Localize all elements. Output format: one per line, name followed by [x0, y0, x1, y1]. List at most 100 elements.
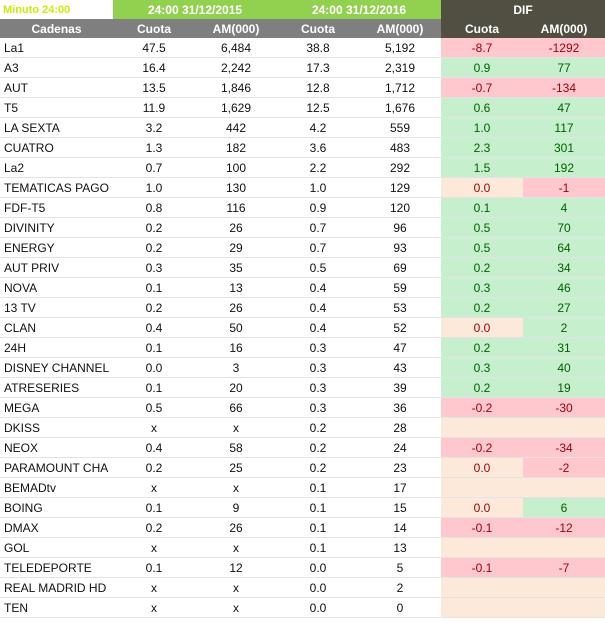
cuota-2015-cell: x [113, 417, 195, 438]
am-2016-cell: 5,192 [359, 38, 441, 58]
cuota-dif-cell: -0.2 [441, 437, 523, 458]
channel-name-cell: NEOX [0, 437, 113, 458]
period-2016-header: 24:00 31/12/2016 [277, 0, 441, 19]
am-2016-cell: 483 [359, 137, 441, 158]
cuota-2015-cell: 3.2 [113, 117, 195, 138]
table-row: NEOX 0.4 58 0.2 24 -0.2 -34 [0, 437, 605, 458]
cuota-2016-cell: 0.9 [277, 197, 359, 218]
am-2015-cell: x [195, 597, 277, 618]
sheet-title: Minuto 24:00 [3, 3, 71, 16]
am-2015-cell: 3 [195, 357, 277, 378]
am-2015-cell: 13 [195, 277, 277, 298]
cuota-dif-cell: -0.7 [441, 77, 523, 98]
channel-name-cell: FDF-T5 [0, 197, 113, 218]
am-dif-cell [523, 477, 605, 498]
cuota-dif-cell: 1.5 [441, 157, 523, 178]
cuota-2016-cell: 0.0 [277, 577, 359, 598]
table-row: DMAX 0.2 26 0.1 14 -0.1 -12 [0, 517, 605, 538]
channel-name-cell: LA SEXTA [0, 117, 113, 138]
channel-name-cell: A3 [0, 57, 113, 78]
channel-name-cell: La1 [0, 38, 113, 58]
am-2016-cell: 39 [359, 377, 441, 398]
cuota-dif-cell [441, 537, 523, 558]
cuota-2016-cell: 12.8 [277, 77, 359, 98]
period-2015-header: 24:00 31/12/2015 [113, 0, 277, 19]
cuota-dif-cell: -0.2 [441, 397, 523, 418]
cuota-2015-cell: x [113, 597, 195, 618]
cuota-2015-cell: 0.3 [113, 257, 195, 278]
cuota-2016-cell: 3.6 [277, 137, 359, 158]
am-2015-cell: 130 [195, 177, 277, 198]
am-dif-cell: 40 [523, 357, 605, 378]
am-dif-cell: 19 [523, 377, 605, 398]
cuota-dif-cell: 0.0 [441, 177, 523, 198]
cuota-2015-cell: 0.5 [113, 397, 195, 418]
table-row: LA SEXTA 3.2 442 4.2 559 1.0 117 [0, 117, 605, 138]
table-row: GOL x x 0.1 13 [0, 537, 605, 558]
channel-name-cell: BEMADtv [0, 477, 113, 498]
table-row: ATRESERIES 0.1 20 0.3 39 0.2 19 [0, 377, 605, 398]
channel-name-cell: TELEDEPORTE [0, 557, 113, 578]
cuota-2015-cell: 0.4 [113, 317, 195, 338]
am-2015-cell: 35 [195, 257, 277, 278]
table-row: TEN x x 0.0 0 [0, 597, 605, 618]
table-row: FDF-T5 0.8 116 0.9 120 0.1 4 [0, 197, 605, 218]
am-dif-cell: 70 [523, 217, 605, 238]
am-2015-cell: x [195, 577, 277, 598]
am-2016-cell: 59 [359, 277, 441, 298]
table-row: A3 16.4 2,242 17.3 2,319 0.9 77 [0, 57, 605, 78]
am-2016-cell: 14 [359, 517, 441, 538]
cuota-dif-cell: 0.2 [441, 297, 523, 318]
am-dif-cell: 27 [523, 297, 605, 318]
cuota-2015-cell: x [113, 577, 195, 598]
channel-name-cell: DIVINITY [0, 217, 113, 238]
am-dif-cell: 117 [523, 117, 605, 138]
col-header-cuota-2016: Cuota [277, 19, 359, 38]
am-dif-cell [523, 597, 605, 618]
table-row: 13 TV 0.2 26 0.4 53 0.2 27 [0, 297, 605, 318]
cuota-dif-cell: 0.6 [441, 97, 523, 118]
am-2015-cell: 442 [195, 117, 277, 138]
am-2016-cell: 47 [359, 337, 441, 358]
channel-name-cell: NOVA [0, 277, 113, 298]
table-row: AUT 13.5 1,846 12.8 1,712 -0.7 -134 [0, 77, 605, 98]
am-2015-cell: 1,629 [195, 97, 277, 118]
am-dif-cell: 47 [523, 97, 605, 118]
am-2015-cell: 16 [195, 337, 277, 358]
cuota-dif-cell: -8.7 [441, 38, 523, 58]
cuota-dif-cell: 0.5 [441, 237, 523, 258]
am-2015-cell: 66 [195, 397, 277, 418]
cuota-dif-cell: 0.3 [441, 357, 523, 378]
cuota-dif-cell [441, 597, 523, 618]
cuota-2016-cell: 0.3 [277, 397, 359, 418]
col-header-cuota-dif: Cuota [441, 19, 523, 38]
am-2016-cell: 53 [359, 297, 441, 318]
am-2016-cell: 69 [359, 257, 441, 278]
am-dif-cell: 192 [523, 157, 605, 178]
am-2016-cell: 2,319 [359, 57, 441, 78]
am-2016-cell: 292 [359, 157, 441, 178]
am-2016-cell: 13 [359, 537, 441, 558]
am-dif-cell: -30 [523, 397, 605, 418]
am-2016-cell: 36 [359, 397, 441, 418]
cuota-2016-cell: 0.3 [277, 357, 359, 378]
am-dif-cell [523, 577, 605, 598]
table-row: TEMATICAS PAGO 1.0 130 1.0 129 0.0 -1 [0, 177, 605, 198]
am-2016-cell: 129 [359, 177, 441, 198]
am-2016-cell: 28 [359, 417, 441, 438]
cuota-2015-cell: 0.1 [113, 377, 195, 398]
am-2015-cell: 182 [195, 137, 277, 158]
cuota-2016-cell: 0.4 [277, 317, 359, 338]
cuota-2015-cell: 0.2 [113, 297, 195, 318]
cuota-dif-cell: 0.2 [441, 337, 523, 358]
am-2015-cell: 2,242 [195, 57, 277, 78]
channel-name-cell: AUT [0, 77, 113, 98]
table-row: BEMADtv x x 0.1 17 [0, 477, 605, 498]
cuota-2016-cell: 0.7 [277, 237, 359, 258]
am-2015-cell: 6,484 [195, 38, 277, 58]
cuota-2016-cell: 0.0 [277, 557, 359, 578]
table-row: CUATRO 1.3 182 3.6 483 2.3 301 [0, 137, 605, 158]
cuota-dif-cell [441, 577, 523, 598]
col-header-am-2015: AM(000) [195, 19, 277, 38]
table-row: PARAMOUNT CHA 0.2 25 0.2 23 0.0 -2 [0, 457, 605, 478]
